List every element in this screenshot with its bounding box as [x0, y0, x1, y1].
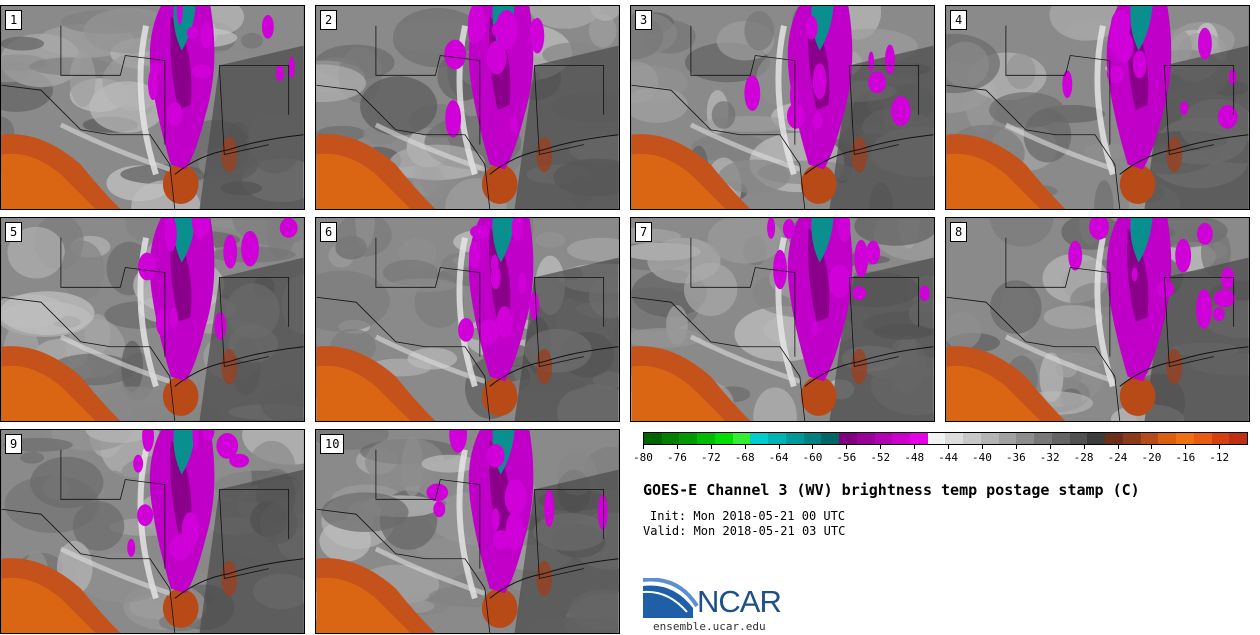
- colorbar-swatch: [1229, 433, 1247, 444]
- ensemble-member-panel: 1: [0, 5, 305, 210]
- colorbar-tick: [710, 445, 712, 449]
- panel-label: 4: [950, 10, 968, 30]
- panel-label: 7: [635, 222, 653, 242]
- colorbar-tick-label: -68: [734, 451, 755, 464]
- colorbar-tick: [1117, 445, 1119, 449]
- colorbar-swatch: [980, 433, 999, 444]
- colorbar-tick: [676, 445, 678, 449]
- init-time: Init: Mon 2018-05-21 00 UTC: [650, 509, 846, 523]
- panel-label: 9: [5, 434, 23, 454]
- colorbar-tick: [643, 445, 644, 449]
- colorbar-swatch: [892, 433, 911, 444]
- ensemble-member-panel: 10: [315, 429, 620, 634]
- colorbar-swatch: [661, 433, 680, 444]
- panel-label: 2: [320, 10, 338, 30]
- panel-label: 5: [5, 222, 23, 242]
- colorbar-tick: [1049, 445, 1051, 449]
- colorbar-tick: [846, 445, 848, 449]
- colorbar-swatch: [750, 433, 769, 444]
- ensemble-member-panel: 3: [630, 5, 935, 210]
- colorbar-tick-label: -56: [836, 451, 857, 464]
- colorbar-swatch: [998, 433, 1017, 444]
- colorbar-tick-label: -20: [1141, 451, 1162, 464]
- panel-label: 3: [635, 10, 653, 30]
- colorbar-swatch: [679, 433, 698, 444]
- colorbar-tick-label: -24: [1107, 451, 1128, 464]
- colorbar-tick: [948, 445, 950, 449]
- panel-label: 6: [320, 222, 338, 242]
- colorbar-tick-label: -36: [1005, 451, 1026, 464]
- colorbar-swatch: [874, 433, 893, 444]
- panel-label: 10: [320, 434, 345, 454]
- colorbar-tick-label: -28: [1073, 451, 1094, 464]
- colorbar-swatch: [910, 433, 928, 444]
- colorbar-tick-label: -16: [1175, 451, 1196, 464]
- colorbar: [643, 432, 1248, 445]
- ensemble-member-panel: 4: [945, 5, 1250, 210]
- colorbar-swatch: [1051, 433, 1070, 444]
- ncar-logo-text: NCAR: [697, 584, 782, 619]
- colorbar-tick-label: -64: [768, 451, 789, 464]
- colorbar-tick-label: -12: [1209, 451, 1230, 464]
- colorbar-swatch: [927, 433, 946, 444]
- colorbar-swatch: [803, 433, 822, 444]
- colorbar-swatch: [963, 433, 981, 444]
- ensemble-member-panel: 8: [945, 217, 1250, 422]
- colorbar-swatch: [732, 433, 751, 444]
- colorbar-tick: [1151, 445, 1153, 449]
- panel-label: 8: [950, 222, 968, 242]
- colorbar-swatch: [644, 433, 662, 444]
- panel-label: 1: [5, 10, 23, 30]
- colorbar-swatch: [821, 433, 840, 444]
- ensemble-member-panel: 9: [0, 429, 305, 634]
- ensemble-member-panel: 2: [315, 5, 620, 210]
- colorbar-tick: [914, 445, 916, 449]
- colorbar-tick: [1219, 445, 1221, 449]
- colorbar-swatch: [1140, 433, 1159, 444]
- colorbar-tick: [778, 445, 780, 449]
- plot-title: GOES-E Channel 3 (WV) brightness temp po…: [643, 481, 1140, 499]
- colorbar-tick-label: -72: [700, 451, 721, 464]
- colorbar-swatch: [714, 433, 733, 444]
- colorbar-swatch: [856, 433, 875, 444]
- colorbar-tick-label: -44: [938, 451, 958, 464]
- colorbar-swatch: [1105, 433, 1123, 444]
- colorbar-tick-label: -80: [633, 451, 653, 464]
- colorbar-tick: [880, 445, 882, 449]
- colorbar-tick: [744, 445, 746, 449]
- colorbar-tick: [1083, 445, 1085, 449]
- colorbar-swatch: [1034, 433, 1052, 444]
- colorbar-swatch: [1158, 433, 1177, 444]
- colorbar-tick-label: -52: [870, 451, 891, 464]
- site-url: ensemble.ucar.edu: [653, 620, 766, 633]
- colorbar-swatch: [785, 433, 804, 444]
- colorbar-swatch: [1193, 433, 1212, 444]
- colorbar-swatch: [1087, 433, 1106, 444]
- colorbar-swatch: [1016, 433, 1035, 444]
- ensemble-member-panel: 7: [630, 217, 935, 422]
- colorbar-tick: [1015, 445, 1017, 449]
- colorbar-tick-label: -32: [1039, 451, 1060, 464]
- colorbar-tick-label: -48: [904, 451, 925, 464]
- colorbar-tick: [812, 445, 814, 449]
- ensemble-member-panel: 6: [315, 217, 620, 422]
- colorbar-tick: [981, 445, 983, 449]
- colorbar-swatch: [839, 433, 857, 444]
- ncar-logo-icon: [643, 578, 699, 618]
- valid-time: Valid: Mon 2018-05-21 03 UTC: [643, 524, 846, 538]
- colorbar-swatch: [697, 433, 715, 444]
- colorbar-tick: [1185, 445, 1187, 449]
- colorbar-tick-label: -40: [971, 451, 992, 464]
- colorbar-tick-label: -76: [666, 451, 687, 464]
- colorbar-swatch: [1176, 433, 1194, 444]
- colorbar-swatch: [768, 433, 786, 444]
- colorbar-swatch: [1122, 433, 1141, 444]
- colorbar-swatch: [1069, 433, 1088, 444]
- colorbar-tick-label: -60: [802, 451, 823, 464]
- colorbar-swatch: [1211, 433, 1230, 444]
- colorbar-ticks: -80 -76 -72 -68 -64 -60 -56 -52 -48 -44 -40 -36 -32-…: [633, 445, 1248, 469]
- colorbar-swatch: [945, 433, 964, 444]
- ensemble-member-panel: 5: [0, 217, 305, 422]
